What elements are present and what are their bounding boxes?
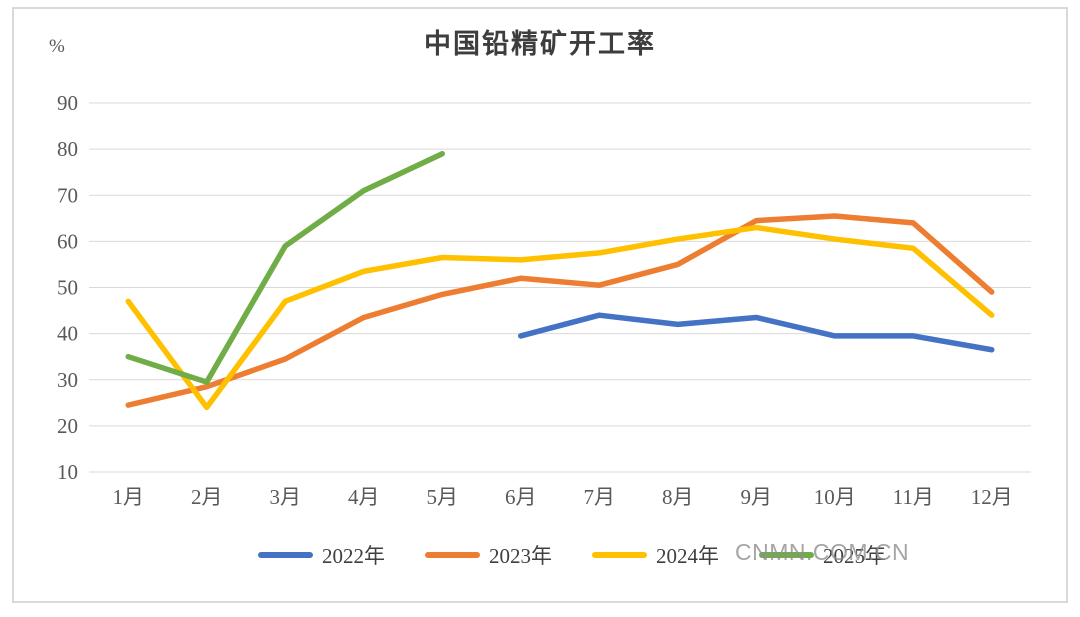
chart-border-frame [12, 7, 1068, 603]
y-axis-tick-60: 60 [57, 229, 78, 253]
chart-legend: 2022年 2023年 2024年 2025年 [258, 540, 926, 570]
y-axis-tick-40: 40 [57, 322, 78, 346]
x-axis-label-month-12: 12月 [971, 485, 1013, 509]
legend-label-2024年: 2024年 [656, 544, 719, 568]
legend-label-2025年: 2025年 [823, 544, 886, 568]
legend-label-2023年: 2023年 [489, 544, 552, 568]
x-axis-label-month-1: 1月 [113, 485, 145, 509]
legend-item-2022年: 2022年 [258, 540, 393, 570]
legend-item-2025年: 2025年 [759, 540, 894, 570]
x-axis-label-month-10: 10月 [814, 485, 856, 509]
x-axis-label-month-9: 9月 [741, 485, 773, 509]
series-line-2023年 [125, 213, 995, 408]
chart-title: 中国铅精矿开工率 [424, 29, 656, 59]
x-axis-label-month-7: 7月 [584, 485, 616, 509]
x-axis-label-month-3: 3月 [270, 485, 302, 509]
legend-swatch-2025年 [759, 552, 814, 558]
y-axis-tick-70: 70 [57, 183, 78, 207]
series-line-2024年 [125, 224, 995, 411]
series-line-2022年 [518, 312, 995, 353]
series-line-2025年 [125, 150, 445, 385]
x-axis-label-month-8: 8月 [662, 485, 694, 509]
legend-label-2022年: 2022年 [322, 544, 385, 568]
legend-swatch-2024年 [592, 552, 647, 558]
y-axis-tick-80: 80 [57, 137, 78, 161]
legend-item-2023年: 2023年 [425, 540, 560, 570]
y-axis-tick-30: 30 [57, 368, 78, 392]
x-axis-label-month-11: 11月 [893, 485, 934, 509]
legend-swatch-2022年 [258, 552, 313, 558]
y-axis-unit-label: % [49, 36, 65, 57]
legend-item-2024年: 2024年 [592, 540, 727, 570]
y-axis-tick-20: 20 [57, 414, 78, 438]
y-axis-tick-50: 50 [57, 276, 78, 300]
legend-swatch-2023年 [425, 552, 480, 558]
watermark: CNMN.COM.CN [735, 539, 910, 565]
y-axis-tick-10: 10 [57, 460, 78, 484]
x-axis-label-month-5: 5月 [427, 485, 459, 509]
x-axis-label-month-2: 2月 [191, 485, 223, 509]
x-axis-label-month-4: 4月 [348, 485, 380, 509]
x-axis-label-month-6: 6月 [505, 485, 537, 509]
y-axis-tick-90: 90 [57, 91, 78, 115]
